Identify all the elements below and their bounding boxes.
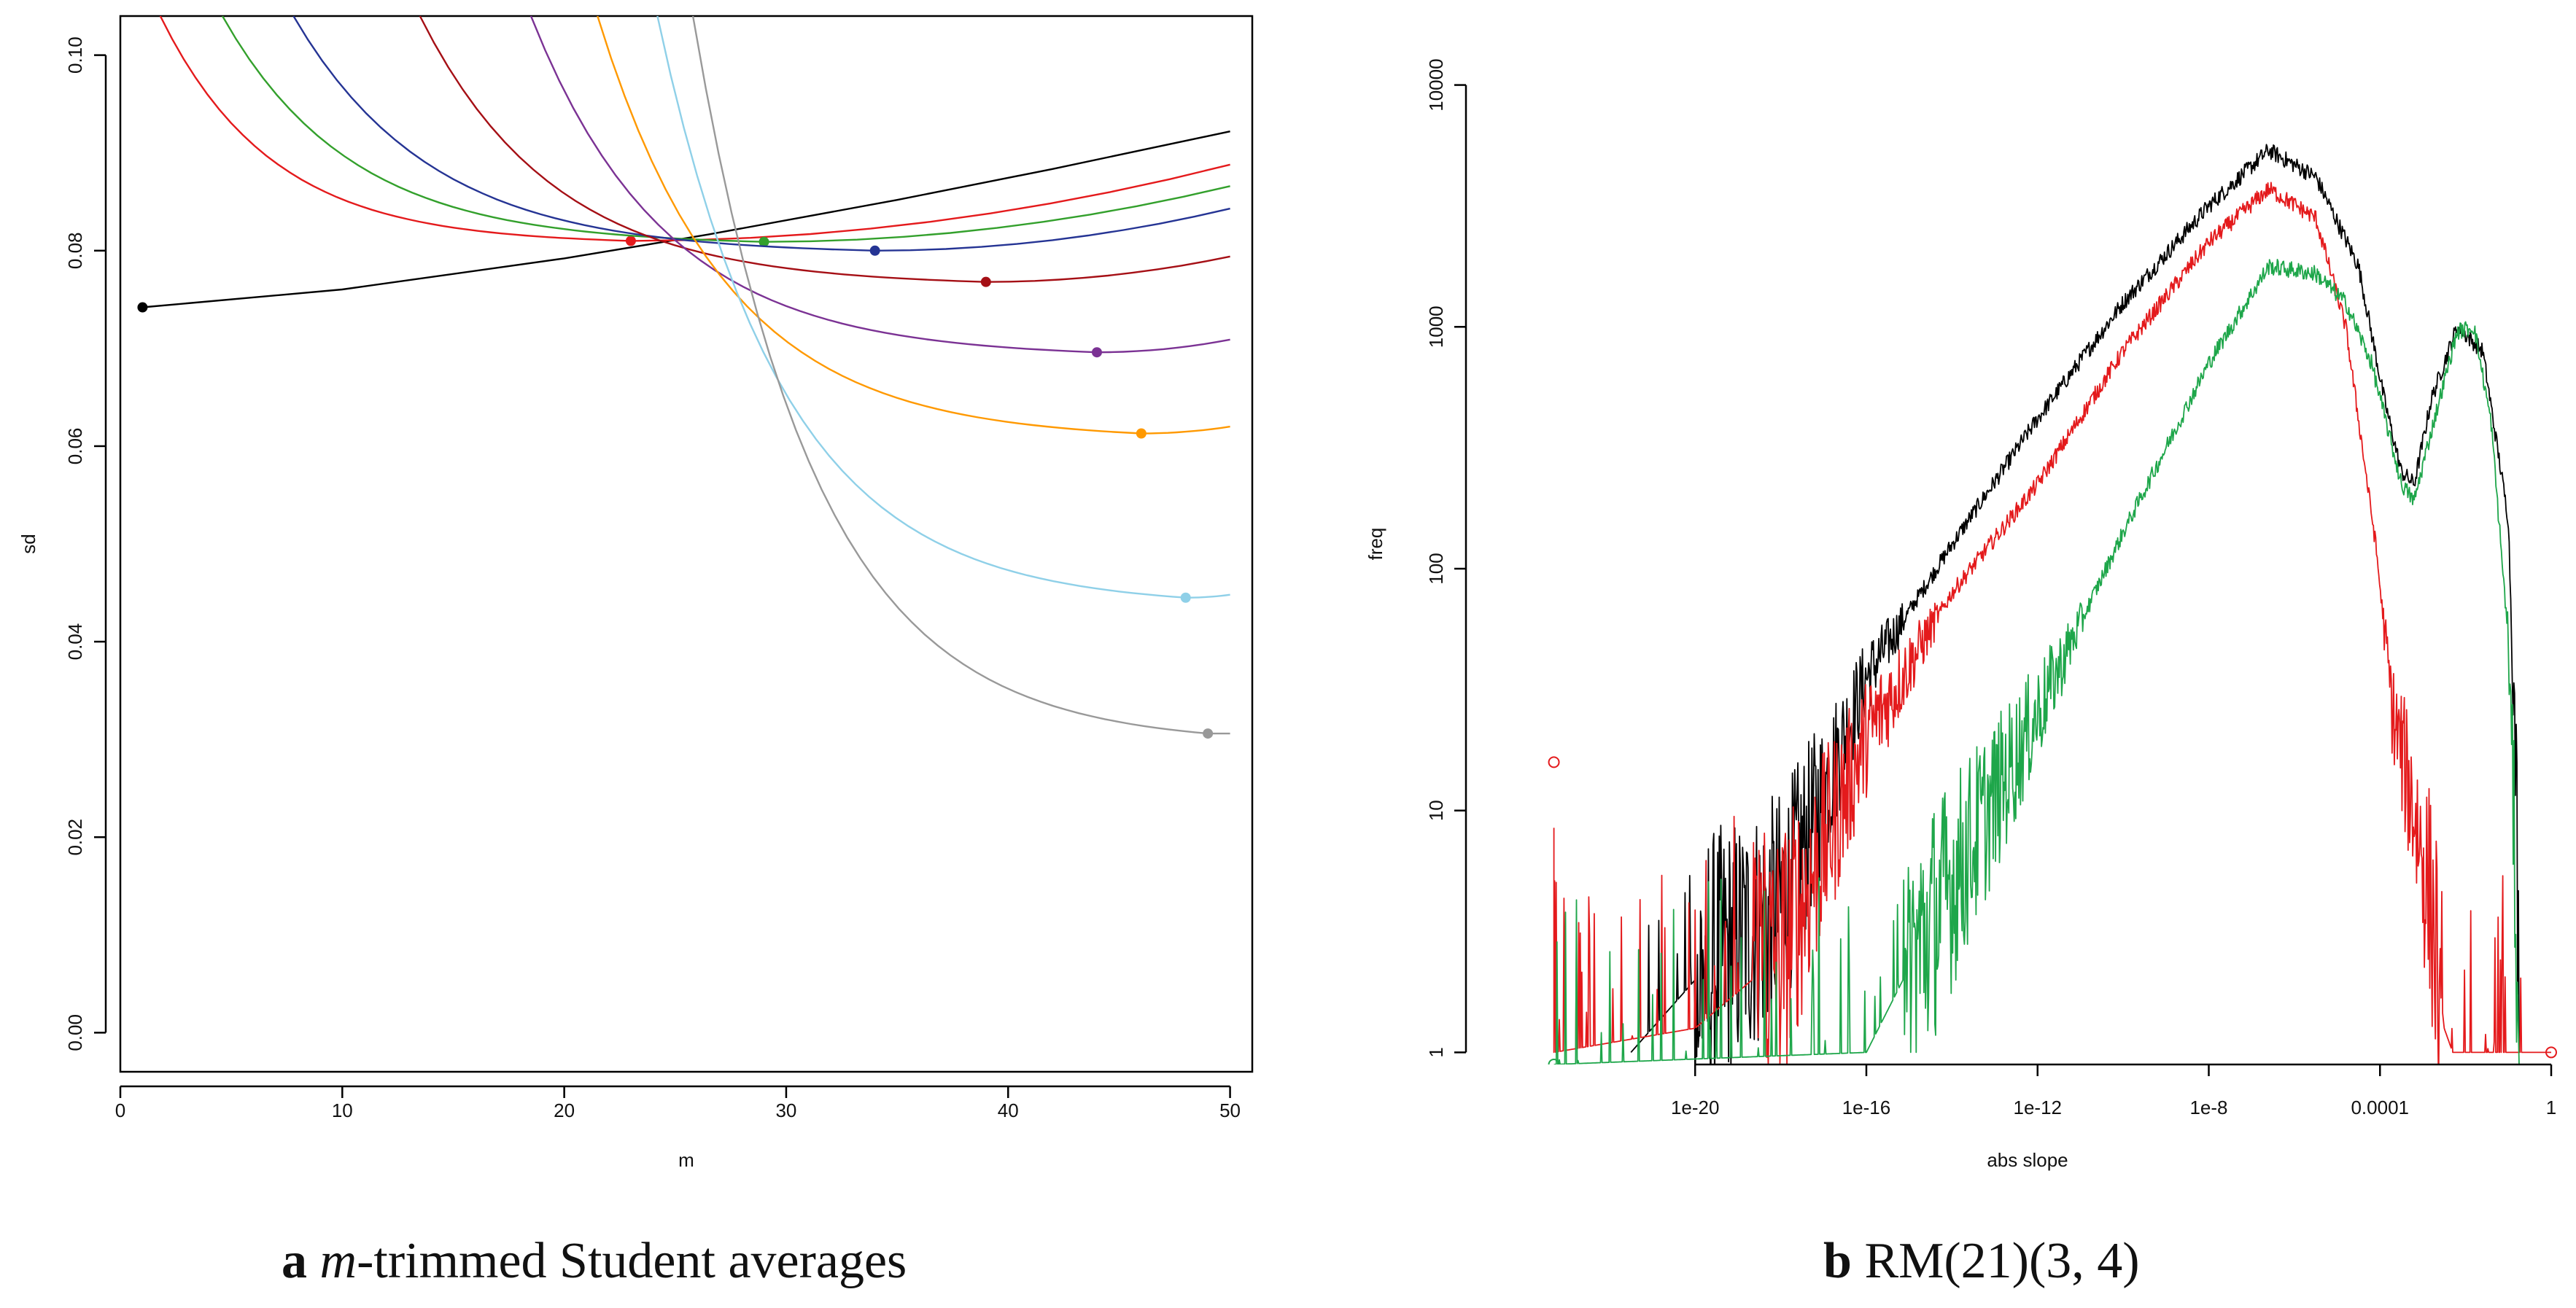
panel-a-letter: a [282, 1233, 307, 1289]
panel-b-x-tick-label: 1e-20 [1671, 1097, 1720, 1118]
panel-a-minimum-point [137, 302, 148, 313]
panel-a-x-tick-label: 40 [998, 1099, 1019, 1121]
panel-a-x-tick-label: 50 [1219, 1099, 1241, 1121]
panel-a-xlabel: m [678, 1149, 694, 1171]
panel-b-x-tick-label: 1 [2546, 1097, 2556, 1118]
panel-b-x-tick-label: 1e-12 [2013, 1097, 2062, 1118]
panel-b-xlabel: abs slope [1987, 1149, 2068, 1171]
panel-a-caption-italic: m [319, 1233, 357, 1289]
panel-b-series-line [1553, 182, 2551, 1064]
panel-a-series-line [221, 16, 1230, 243]
panel-a-minimum-point [1180, 592, 1191, 603]
panel-a-chart: 0 10 20 30 40 50 0.00 0.02 0.04 0.06 0.08 0.10 m sd [18, 15, 1254, 1171]
panel-a-y-tick-label: 0.00 [64, 1014, 86, 1051]
panel-a-series-line [529, 16, 1230, 354]
panel-a-minimum-point [1091, 347, 1102, 358]
panel-b-y-tick-label: 1000 [1425, 305, 1447, 348]
panel-a-caption-text: -trimmed Student averages [357, 1233, 907, 1289]
panel-b-y-tick-label: 1 [1425, 1047, 1447, 1057]
panel-a-caption: a m-trimmed Student averages [282, 1232, 907, 1291]
panel-b-y-tick-label: 10 [1425, 800, 1447, 821]
panel-a-x-tick-label: 0 [115, 1099, 125, 1121]
panel-a-series-line [419, 16, 1230, 283]
panel-a-y-tick-label: 0.04 [64, 623, 86, 661]
panel-a-y-tick-label: 0.06 [64, 428, 86, 465]
panel-b-letter: b [1823, 1233, 1852, 1289]
panel-a-series-line [159, 16, 1230, 242]
panel-b-endpoint-marker [1548, 1059, 1560, 1064]
panel-b-endpoint-marker [2545, 1046, 2557, 1059]
panel-b-y-tick-label: 100 [1425, 553, 1447, 584]
panel-b-caption: b RM(21)(3, 4) [1823, 1232, 2140, 1291]
panel-a-minimum-point [869, 245, 880, 256]
panel-a-minimum-point [759, 236, 769, 247]
panel-a-minimum-point [980, 276, 991, 287]
panel-b-x-tick-label: 0.0001 [2351, 1097, 2409, 1118]
panel-b-endpoint-marker [1548, 756, 1560, 768]
panel-a-plot-frame [119, 15, 1254, 1073]
panel-b-series-line [1553, 259, 2520, 1064]
panel-a-minimum-point [625, 235, 636, 246]
panel-a-series-line [292, 16, 1230, 252]
panel-a-series-line [597, 16, 1230, 435]
panel-b-x-tick-label: 1e-16 [1842, 1097, 1891, 1118]
panel-a-ylabel: sd [18, 534, 39, 553]
panel-a-x-tick-label: 10 [332, 1099, 353, 1121]
panel-a-series-line [142, 131, 1230, 308]
panel-b-caption-text: RM(21)(3, 4) [1864, 1233, 2140, 1289]
panel-b-y-tick-label: 10000 [1425, 58, 1447, 111]
panel-a-series-line [656, 16, 1230, 599]
panel-a-minimum-point [1203, 728, 1214, 739]
panel-a-series-line [691, 16, 1230, 735]
panel-b-chart: 1e-20 1e-16 1e-12 1e-8 0.0001 1 1 10 100 1000 1000… [1365, 58, 2557, 1171]
panel-a-y-tick-label: 0.10 [64, 36, 86, 74]
panel-b-x-tick-label: 1e-8 [2189, 1097, 2227, 1118]
panel-a-minimum-point [1136, 428, 1147, 439]
panel-a-y-tick-label: 0.02 [64, 819, 86, 856]
panel-a-x-tick-label: 30 [775, 1099, 796, 1121]
panel-b-ylabel: freq [1365, 528, 1386, 561]
panel-a-x-tick-label: 20 [554, 1099, 575, 1121]
panel-a-y-tick-label: 0.08 [64, 232, 86, 269]
